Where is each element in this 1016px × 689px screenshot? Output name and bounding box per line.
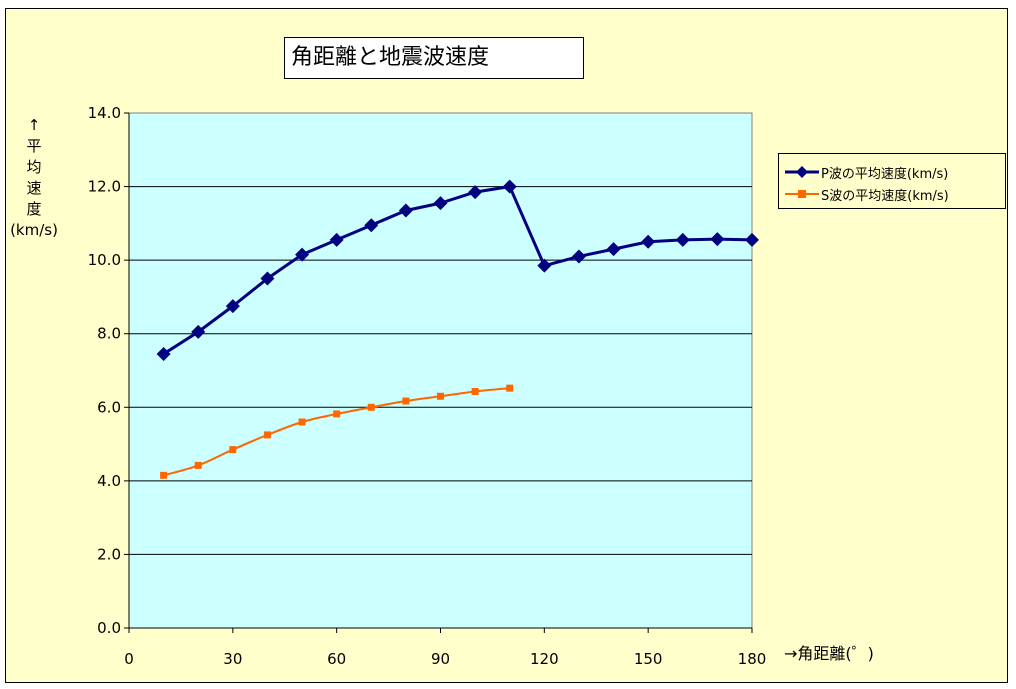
s-wave-point — [263, 431, 271, 439]
x-axis-label: →角距離(゜) — [784, 644, 874, 663]
y-axis-label: ↑ 平 均 速 度 (km/s) — [8, 115, 60, 241]
y-tick-label: 10.0 — [88, 251, 121, 269]
y-axis-label-line: ↑ — [27, 116, 41, 134]
p-wave-point — [571, 249, 586, 264]
p-wave-point — [537, 258, 552, 273]
x-tick-label: 120 — [530, 650, 559, 668]
p-wave-point — [295, 247, 310, 262]
legend-item-s-wave: S波の平均速度(km/s) — [785, 184, 949, 204]
y-tick-label: 12.0 — [88, 178, 121, 196]
s-wave-point — [506, 384, 514, 392]
p-wave-point — [745, 232, 759, 247]
s-wave-point — [160, 471, 168, 479]
s-wave-point — [194, 461, 202, 469]
p-wave-point — [156, 346, 171, 361]
x-tick-label: 90 — [431, 650, 450, 668]
p-wave-point — [329, 232, 344, 247]
s-wave-point — [471, 387, 479, 395]
p-wave-point — [675, 232, 690, 247]
s-wave-point — [402, 397, 410, 405]
legend-item-p-wave: P波の平均速度(km/s) — [785, 162, 948, 182]
legend-swatch-diamond — [785, 166, 819, 178]
p-wave-point — [191, 324, 206, 339]
p-wave-point — [225, 299, 240, 314]
y-tick-label: 2.0 — [97, 545, 121, 563]
y-axis-label-line: 度 — [26, 200, 42, 218]
s-wave-point — [367, 403, 375, 411]
y-axis-label-line: 速 — [26, 179, 42, 197]
legend-label: P波の平均速度(km/s) — [821, 166, 949, 182]
p-wave-point — [260, 271, 275, 286]
x-tick-label: 30 — [223, 650, 242, 668]
y-axis-label-line: (km/s) — [10, 221, 58, 239]
y-axis-label-line: 均 — [26, 158, 42, 176]
chart-title: 角距離と地震波速度 — [284, 37, 584, 79]
x-tick-label: 180 — [738, 650, 767, 668]
y-tick-label: 8.0 — [97, 325, 121, 343]
s-wave-point — [229, 446, 237, 454]
p-wave-point — [398, 203, 413, 218]
p-wave-point — [710, 232, 725, 247]
legend: P波の平均速度(km/s) S波の平均速度(km/s) — [778, 153, 1006, 209]
y-tick-label: 6.0 — [97, 398, 121, 416]
y-axis-label-line: 平 — [26, 137, 42, 155]
s-wave-point — [298, 418, 306, 426]
plot-background — [128, 112, 753, 629]
x-tick-label: 150 — [634, 650, 663, 668]
p-wave-point — [433, 196, 448, 211]
p-wave-point — [364, 218, 379, 233]
x-tick-label: 0 — [124, 650, 134, 668]
s-wave-point — [333, 410, 341, 418]
legend-swatch-square — [785, 190, 819, 198]
legend-label: S波の平均速度(km/s) — [821, 188, 949, 204]
p-wave-point — [606, 242, 621, 257]
s-wave-point — [437, 392, 444, 400]
y-tick-label: 0.0 — [97, 619, 121, 637]
p-wave-point — [468, 185, 483, 200]
y-tick-label: 14.0 — [88, 104, 121, 122]
p-wave-point — [502, 179, 517, 194]
x-tick-label: 60 — [327, 650, 346, 668]
y-tick-label: 4.0 — [97, 472, 121, 490]
p-wave-point — [641, 234, 656, 249]
